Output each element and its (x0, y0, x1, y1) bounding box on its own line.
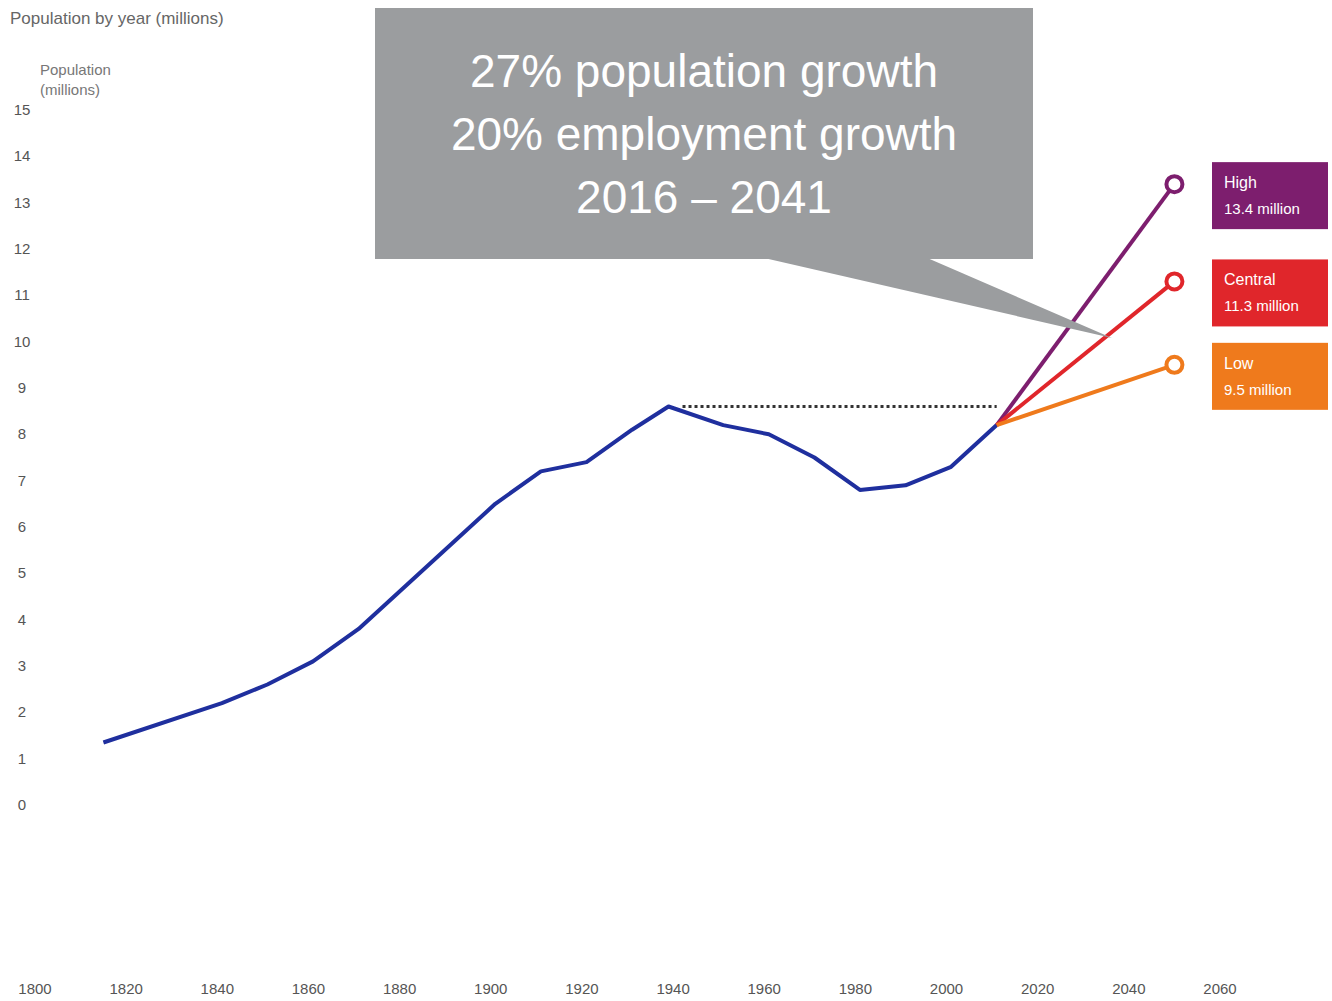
end-label: 11.3 million (1224, 297, 1299, 314)
y-axis-title: Population (millions) (40, 61, 111, 98)
x-tick-label: 1860 (292, 980, 325, 997)
end-label-box (1212, 343, 1328, 410)
plot-area (103, 176, 1182, 742)
y-tick-label: 14 (14, 147, 31, 164)
x-tick-label: 1940 (656, 980, 689, 997)
series-line (997, 365, 1175, 425)
end-marker (1166, 273, 1182, 289)
y-axis-title-line: Population (40, 61, 111, 78)
x-tick-label: 2060 (1203, 980, 1236, 997)
title: Population by year (millions) (10, 9, 224, 28)
y-tick-label: 1 (18, 750, 26, 767)
reference-line (683, 405, 997, 408)
y-tick-label: 13 (14, 194, 31, 211)
end-label-box (1212, 162, 1328, 229)
x-tick-label: 1900 (474, 980, 507, 997)
end-label: 13.4 million (1224, 200, 1300, 217)
x-tick-label: 1880 (383, 980, 416, 997)
callout-text: 27% population growth (470, 45, 938, 97)
end-marker (1166, 176, 1182, 192)
series-line (103, 407, 996, 743)
y-tick-label: 10 (14, 333, 31, 350)
y-tick-label: 12 (14, 240, 31, 257)
callout-box (375, 8, 1033, 259)
callout-text: 20% employment growth (451, 108, 957, 160)
y-tick-label: 9 (18, 379, 26, 396)
callout-text: 2016 – 2041 (576, 171, 832, 223)
x-tick-label: 2020 (1021, 980, 1054, 997)
x-tick-label: 1980 (839, 980, 872, 997)
y-tick-label: 6 (18, 518, 26, 535)
x-tick-label: 1960 (748, 980, 781, 997)
y-tick-label: 3 (18, 657, 26, 674)
end-label: 9.5 million (1224, 381, 1292, 398)
series-name: Low (1224, 355, 1254, 372)
x-tick-label: 1820 (109, 980, 142, 997)
y-tick-label: 5 (18, 564, 26, 581)
x-tick-label: 1840 (201, 980, 234, 997)
x-tick-label: 2040 (1112, 980, 1145, 997)
end-label-box (1212, 259, 1328, 326)
y-tick-label: 11 (14, 286, 30, 303)
chart: Population by year (millions) Population (… (0, 0, 1332, 1001)
x-tick-label: 2000 (930, 980, 963, 997)
y-tick-label: 7 (18, 472, 26, 489)
x-tick-label: 1800 (18, 980, 51, 997)
y-tick-label: 8 (18, 425, 26, 442)
y-tick-label: 0 (18, 796, 26, 813)
y-tick-label: 2 (18, 703, 26, 720)
series-name: High (1224, 174, 1257, 191)
y-axis-title-line: (millions) (40, 81, 100, 98)
end-marker (1166, 357, 1182, 373)
series-name: Central (1224, 271, 1276, 288)
y-tick-label: 15 (14, 101, 31, 118)
y-tick-label: 4 (18, 611, 26, 628)
callout-pointer (760, 257, 1112, 338)
x-tick-label: 1920 (565, 980, 598, 997)
